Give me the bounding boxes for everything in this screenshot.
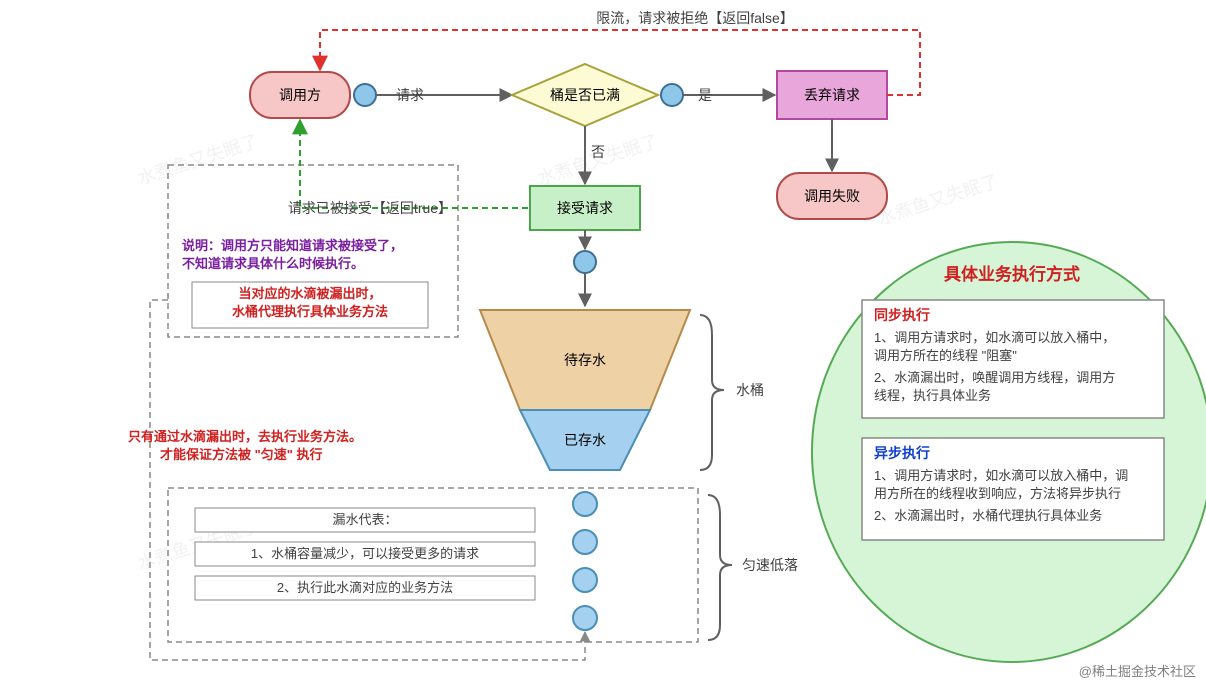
purple-note-line1: 说明：调用方只能知道请求被接受了，: [182, 238, 403, 253]
edge-yes-label: 是: [698, 87, 712, 103]
red-note-line2: 水桶代理执行具体业务方法: [232, 304, 388, 319]
bucket-brace: [700, 315, 724, 470]
leak-item2: 2、执行此水滴对应的业务方法: [277, 580, 453, 595]
accept-label: 接受请求: [557, 200, 613, 216]
sync-line4: 线程，执行具体业务: [874, 388, 991, 403]
decision-label: 桶是否已满: [550, 87, 620, 103]
leak-title: 漏水代表：: [332, 512, 397, 527]
async-line1: 1、调用方请求时，如水滴可以放入桶中，调: [874, 468, 1128, 483]
red-free-line1: 只有通过水滴漏出时，去执行业务方法。: [128, 429, 362, 444]
sync-line1: 1、调用方请求时，如水滴可以放入桶中，: [874, 330, 1115, 345]
fail-label: 调用失败: [804, 188, 860, 204]
async-line3: 2、水滴漏出时，水桶代理执行具体业务: [874, 508, 1102, 523]
drops-brace: [708, 495, 732, 640]
async-heading: 异步执行: [874, 445, 930, 461]
connector-circle: [661, 84, 683, 106]
async-line2: 用方所在的线程收到响应，方法将异步执行: [874, 486, 1121, 501]
edge-no-label: 否: [591, 144, 605, 160]
edge-accepted-back-label: 请求已被接受【返回true】: [288, 200, 452, 216]
leak-item1: 1、水桶容量减少，可以接受更多的请求: [251, 546, 479, 561]
edge-request-label: 请求: [396, 87, 424, 103]
attribution: @稀土掘金技术社区: [1079, 664, 1196, 679]
watermark: 水煮鱼又失眠了: [875, 171, 1001, 229]
connector-circle: [574, 251, 596, 273]
purple-note-line2: 不知道请求具体什么时候执行。: [182, 256, 364, 271]
water-drop: [573, 606, 597, 630]
bucket-brace-label: 水桶: [736, 382, 764, 398]
water-drop: [573, 568, 597, 592]
red-note-line1: 当对应的水滴被漏出时，: [238, 286, 381, 301]
sync-line3: 2、水滴漏出时，唤醒调用方线程，调用方: [874, 370, 1115, 385]
discard-label: 丢弃请求: [804, 87, 860, 103]
funnel-bot-label: 已存水: [564, 432, 606, 448]
connector-circle: [354, 84, 376, 106]
drops-brace-label: 匀速低落: [742, 557, 798, 573]
red-free-line2: 才能保证方法被 "匀速" 执行: [160, 447, 323, 462]
funnel-top-label: 待存水: [564, 352, 606, 368]
watermark: 水煮鱼又失眠了: [135, 131, 261, 189]
sync-line2: 调用方所在的线程 "阻塞": [874, 348, 1017, 363]
edge-accepted-back: [300, 120, 528, 208]
exec-title: 具体业务执行方式: [943, 264, 1080, 284]
edge-reject-label: 限流，请求被拒绝【返回false】: [596, 10, 794, 26]
caller-label: 调用方: [279, 87, 321, 103]
water-drop: [573, 492, 597, 516]
water-drop: [573, 530, 597, 554]
sync-heading: 同步执行: [874, 307, 930, 323]
